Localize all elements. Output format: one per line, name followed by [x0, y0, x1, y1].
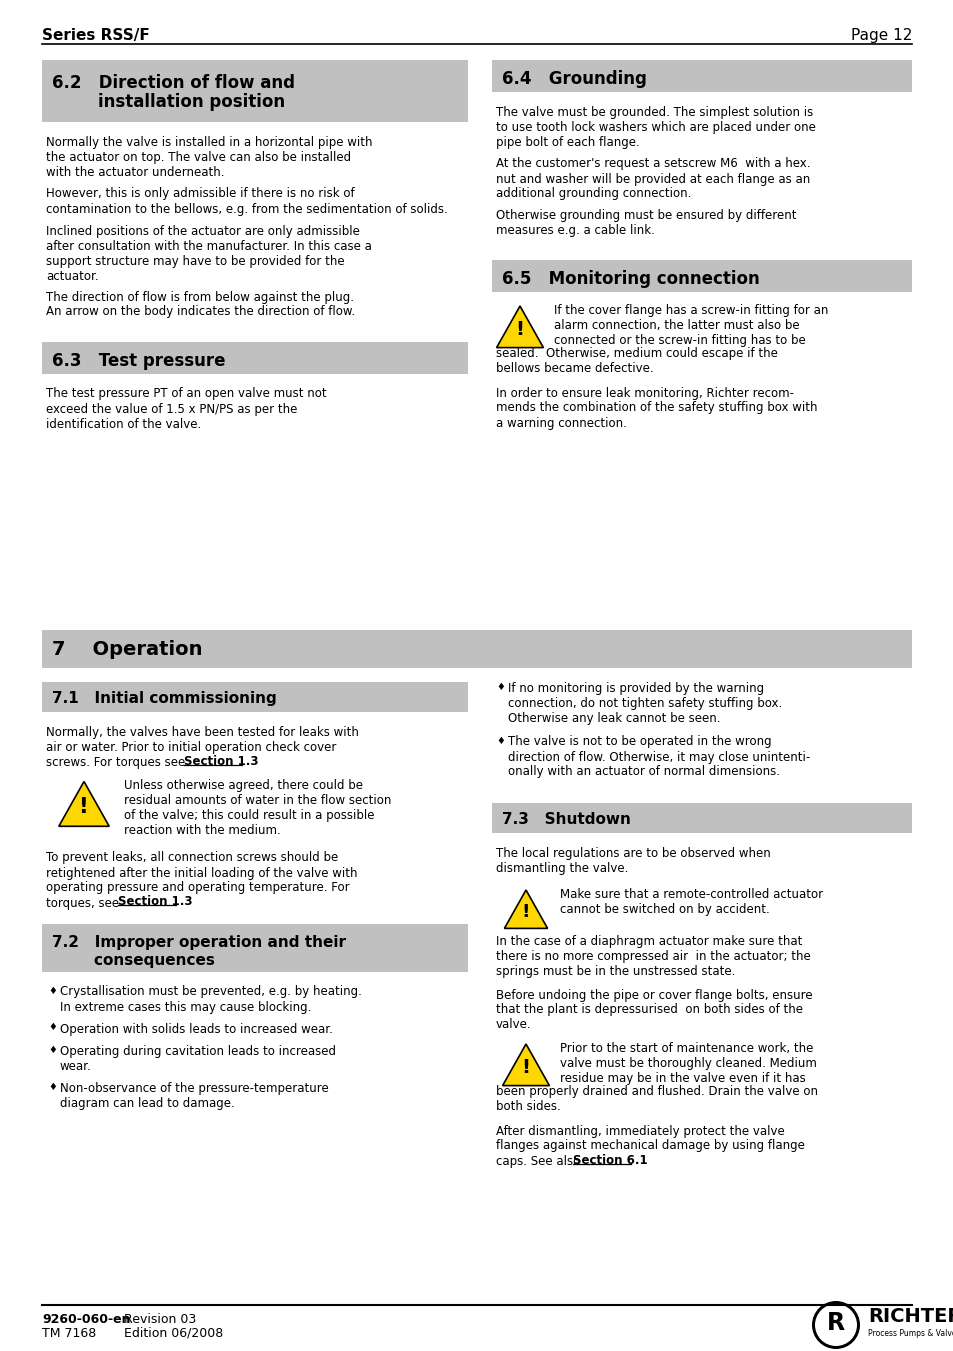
Text: 7.3   Shutdown: 7.3 Shutdown	[501, 812, 630, 827]
Text: !: !	[521, 902, 530, 920]
Text: Section 1.3: Section 1.3	[118, 894, 193, 908]
Bar	[42, 59, 468, 122]
Polygon shape	[502, 1044, 549, 1086]
Text: ♦: ♦	[48, 985, 56, 996]
Text: ♦: ♦	[496, 682, 504, 692]
Polygon shape	[59, 781, 109, 827]
Text: Normally the valve is installed in a horizontal pipe with
the actuator on top. T: Normally the valve is installed in a hor…	[46, 136, 372, 178]
Text: ♦: ♦	[496, 735, 504, 746]
Text: Section 6.1: Section 6.1	[573, 1154, 647, 1166]
Text: Before undoing the pipe or cover flange bolts, ensure
that the plant is depressu: Before undoing the pipe or cover flange …	[496, 989, 812, 1032]
Text: consequences: consequences	[52, 954, 214, 969]
Text: !: !	[515, 320, 524, 339]
Text: TM 7168: TM 7168	[42, 1327, 96, 1340]
Text: ♦: ♦	[48, 1082, 56, 1092]
Text: Operating during cavitation leads to increased
wear.: Operating during cavitation leads to inc…	[60, 1046, 335, 1073]
Bar	[42, 342, 468, 373]
Text: 9260-060-en: 9260-060-en	[42, 1313, 131, 1325]
Text: If the cover flange has a screw-in fitting for an
alarm connection, the latter m: If the cover flange has a screw-in fitti…	[554, 304, 827, 347]
Text: Operation with solids leads to increased wear.: Operation with solids leads to increased…	[60, 1023, 333, 1035]
Bar	[492, 802, 911, 834]
Text: The valve must be grounded. The simplest solution is
to use tooth lock washers w: The valve must be grounded. The simplest…	[496, 105, 815, 149]
Text: Unless otherwise agreed, there could be
residual amounts of water in the flow se: Unless otherwise agreed, there could be …	[124, 780, 391, 838]
Circle shape	[814, 1304, 856, 1346]
Bar	[492, 59, 911, 92]
Text: Series RSS/F: Series RSS/F	[42, 28, 150, 43]
Text: To prevent leaks, all connection screws should be
retightened after the initial : To prevent leaks, all connection screws …	[46, 851, 357, 909]
Text: The valve is not to be operated in the wrong
direction of flow. Otherwise, it ma: The valve is not to be operated in the w…	[507, 735, 809, 778]
Text: The test pressure PT of an open valve must not
exceed the value of 1.5 x PN/PS a: The test pressure PT of an open valve mu…	[46, 388, 326, 431]
Text: sealed.  Otherwise, medium could escape if the
bellows became defective.: sealed. Otherwise, medium could escape i…	[496, 347, 777, 376]
Text: However, this is only admissible if there is no risk of
contamination to the bel: However, this is only admissible if ther…	[46, 188, 447, 216]
Text: After dismantling, immediately protect the valve
flanges against mechanical dama: After dismantling, immediately protect t…	[496, 1124, 804, 1167]
Text: 7    Operation: 7 Operation	[52, 640, 202, 659]
Text: At the customer's request a setscrew M6  with a hex.
nut and washer will be prov: At the customer's request a setscrew M6 …	[496, 158, 810, 200]
Text: Make sure that a remote-controlled actuator
cannot be switched on by accident.: Make sure that a remote-controlled actua…	[559, 888, 822, 916]
Text: Edition 06/2008: Edition 06/2008	[124, 1327, 223, 1340]
Bar	[42, 924, 468, 971]
Text: ♦: ♦	[48, 1023, 56, 1032]
Text: The local regulations are to be observed when
dismantling the valve.: The local regulations are to be observed…	[496, 847, 770, 875]
Polygon shape	[497, 305, 543, 347]
Bar	[42, 630, 911, 667]
Text: In order to ensure leak monitoring, Richter recom-
mends the combination of the : In order to ensure leak monitoring, Rich…	[496, 386, 817, 430]
Text: Page 12: Page 12	[850, 28, 911, 43]
Text: R: R	[826, 1310, 844, 1335]
Text: In the case of a diaphragm actuator make sure that
there is no more compressed a: In the case of a diaphragm actuator make…	[496, 935, 810, 978]
Text: !: !	[79, 797, 89, 817]
Text: ♦: ♦	[48, 1046, 56, 1055]
Text: Inclined positions of the actuator are only admissible
after consultation with t: Inclined positions of the actuator are o…	[46, 224, 372, 282]
Bar	[492, 259, 911, 292]
Text: Crystallisation must be prevented, e.g. by heating.
In extreme cases this may ca: Crystallisation must be prevented, e.g. …	[60, 985, 361, 1013]
Text: 6.2   Direction of flow and: 6.2 Direction of flow and	[52, 74, 294, 92]
Text: Prior to the start of maintenance work, the
valve must be thoroughly cleaned. Me: Prior to the start of maintenance work, …	[559, 1042, 816, 1085]
Text: Section 1.3: Section 1.3	[184, 755, 258, 767]
Text: been properly drained and flushed. Drain the valve on
both sides.: been properly drained and flushed. Drain…	[496, 1085, 817, 1113]
Text: The direction of flow is from below against the plug.
An arrow on the body indic: The direction of flow is from below agai…	[46, 290, 355, 319]
Text: 6.4   Grounding: 6.4 Grounding	[501, 70, 646, 88]
Text: 6.3   Test pressure: 6.3 Test pressure	[52, 351, 225, 370]
Text: Revision 03: Revision 03	[124, 1313, 196, 1325]
Text: RICHTER: RICHTER	[867, 1308, 953, 1327]
Text: If no monitoring is provided by the warning
connection, do not tighten safety st: If no monitoring is provided by the warn…	[507, 682, 781, 725]
Text: 7.2   Improper operation and their: 7.2 Improper operation and their	[52, 935, 346, 951]
Text: 6.5   Monitoring connection: 6.5 Monitoring connection	[501, 270, 759, 288]
Text: 7.1   Initial commissioning: 7.1 Initial commissioning	[52, 690, 276, 707]
Text: !: !	[521, 1058, 530, 1077]
Bar	[42, 682, 468, 712]
Text: Non-observance of the pressure-temperature
diagram can lead to damage.: Non-observance of the pressure-temperatu…	[60, 1082, 329, 1111]
Circle shape	[811, 1301, 859, 1350]
Polygon shape	[504, 890, 547, 928]
Text: installation position: installation position	[52, 93, 285, 111]
Text: Normally, the valves have been tested for leaks with
air or water. Prior to init: Normally, the valves have been tested fo…	[46, 725, 358, 769]
Text: Otherwise grounding must be ensured by different
measures e.g. a cable link.: Otherwise grounding must be ensured by d…	[496, 209, 796, 236]
Text: Process Pumps & Valves: Process Pumps & Valves	[867, 1328, 953, 1337]
